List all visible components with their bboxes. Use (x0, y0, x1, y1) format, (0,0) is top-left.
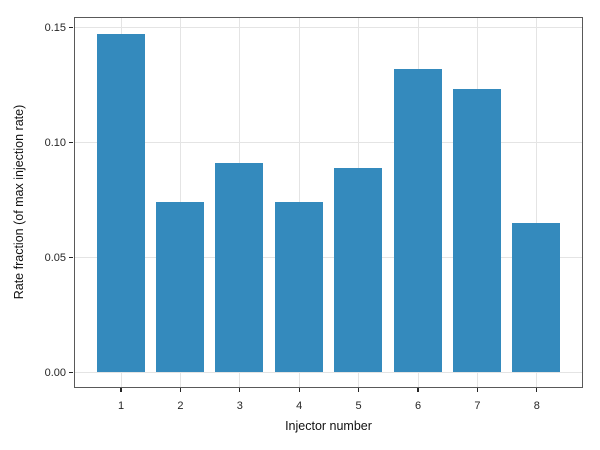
x-tick-mark (179, 388, 181, 392)
x-tick-mark (298, 388, 300, 392)
x-tick-mark (536, 388, 538, 392)
x-tick-label: 7 (474, 400, 481, 412)
bar-injector-3 (215, 162, 264, 373)
x-tick-label: 6 (414, 400, 422, 412)
y-tick-mark (69, 257, 73, 259)
plot-panel (74, 17, 583, 388)
x-tick-label: 1 (117, 400, 125, 412)
x-tick-label: 3 (236, 400, 243, 412)
x-tick-label: 5 (355, 400, 362, 412)
y-tick-label: 0.05 (44, 251, 66, 264)
x-tick-label: 2 (177, 400, 184, 412)
bar-injector-8 (512, 222, 561, 373)
x-tick-label: 4 (296, 400, 303, 412)
y-axis-title: Rate fraction (of max injection rate) (12, 104, 26, 300)
y-tick-label: 0.00 (44, 366, 66, 379)
y-tick-mark (69, 27, 73, 29)
y-tick-label: 0.15 (44, 21, 66, 34)
x-tick-mark (120, 388, 122, 392)
x-gridline (536, 18, 538, 387)
y-tick-mark (69, 372, 73, 374)
y-gridline (75, 372, 582, 374)
bar-injector-1 (96, 34, 145, 373)
bar-injector-6 (393, 68, 442, 373)
bar-injector-5 (334, 167, 383, 373)
bar-injector-7 (452, 89, 501, 373)
x-tick-mark (239, 388, 241, 392)
bar-injector-2 (155, 202, 204, 373)
y-gridline (75, 27, 582, 29)
x-tick-mark (417, 388, 419, 392)
y-gridline (75, 257, 582, 259)
y-tick-label: 0.10 (44, 136, 66, 149)
x-tick-label: 8 (533, 400, 540, 412)
x-tick-mark (358, 388, 360, 392)
y-gridline (75, 142, 582, 144)
bar-injector-4 (274, 202, 323, 373)
x-axis-title: Injector number (285, 419, 372, 433)
y-tick-mark (69, 142, 73, 144)
x-tick-mark (476, 388, 478, 392)
